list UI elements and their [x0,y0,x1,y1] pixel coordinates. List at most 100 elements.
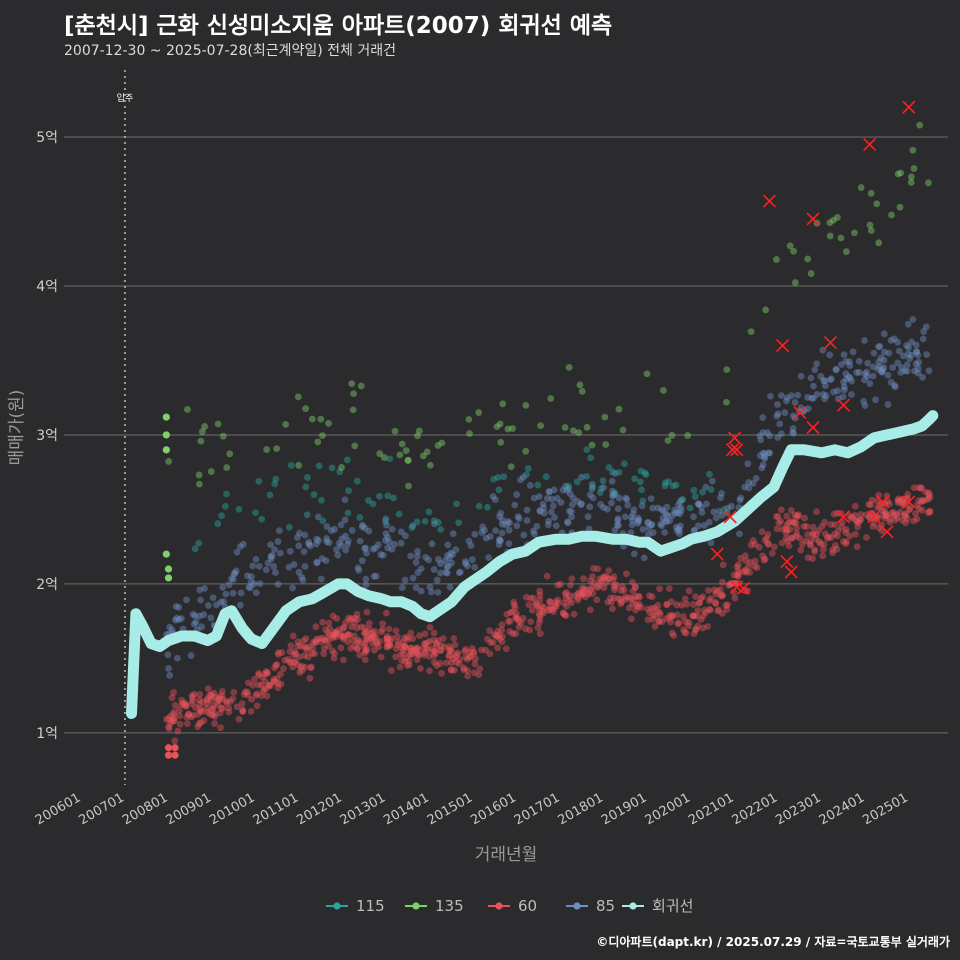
point-115 [573,478,581,486]
point-60 [176,706,183,714]
point-60 [680,613,687,620]
point-85 [657,520,665,528]
point-85 [465,537,473,545]
point-60 [210,689,218,697]
point-85 [741,483,749,491]
point-85 [903,367,911,375]
point-60 [262,668,270,675]
point-60 [406,644,414,652]
point-85 [776,420,784,428]
point-60 [706,605,713,613]
point-60 [249,681,257,689]
point-60 [307,663,315,671]
point-60 [443,659,450,667]
point-60 [204,685,212,693]
point-85 [609,492,616,500]
point-60 [319,618,327,626]
point-60 [451,666,458,674]
point-85 [342,532,349,540]
point-60 [536,615,544,623]
point-135 [493,423,501,431]
point-60 [663,601,671,609]
point-85 [914,365,922,372]
point-115 [218,512,226,520]
point-60 [673,601,681,609]
point-115 [641,469,649,477]
point-85 [608,499,615,507]
point-85 [920,328,928,335]
point-85 [177,615,185,622]
point-60 [583,586,590,593]
point-85 [498,529,506,537]
point-115 [524,465,532,472]
point-85 [201,584,208,592]
point-85 [663,503,671,511]
point-85 [428,540,436,548]
point-60 [725,582,733,589]
legend-label: 115 [356,897,385,915]
point-60 [217,704,225,712]
point-60 [912,510,919,518]
point-85 [919,373,926,381]
point-60 [788,534,796,542]
point-60 [218,691,226,699]
point-60 [510,601,518,609]
point-135 [317,415,325,423]
point-85 [783,394,791,402]
point-85 [372,572,380,580]
point-115 [434,518,442,526]
point-60 [464,672,472,680]
point-60 [787,507,795,514]
point-60 [223,697,231,705]
point-60 [426,637,433,645]
point-85 [614,505,622,513]
point-60 [579,588,587,596]
point-60 [691,612,698,620]
point-85 [674,509,682,517]
point-60 [494,644,501,652]
point-60 [399,646,407,654]
point-85 [231,569,239,577]
point-85 [842,357,850,365]
point-135 [615,405,623,413]
point-60 [730,588,738,596]
point-60 [667,618,675,626]
point-60 [707,595,715,603]
point-115 [691,493,699,501]
point-60 [785,542,793,550]
series-60 [163,484,934,745]
point-60 [685,622,692,630]
point-135 [357,382,365,390]
point-60 [170,710,178,718]
point-60 [270,676,278,683]
point-60 [570,610,578,618]
point-85 [365,527,373,535]
point-85 [553,495,561,502]
point-60 [302,644,310,652]
highlight-marker [730,443,744,457]
point-85 [908,351,915,359]
point-115 [534,481,542,489]
point-60 [783,526,791,534]
point-60 [543,572,551,580]
point-85 [756,432,764,440]
point-60 [194,710,202,718]
x-tick-label: 201701 [512,790,562,828]
point-60 [383,639,391,647]
point-60 [809,555,816,562]
point-60 [206,710,214,718]
point-85 [846,374,854,382]
point-60 [394,641,402,649]
point-60 [300,652,308,660]
point-85 [219,583,227,591]
point-85 [638,502,646,510]
x-tick-label: 202201 [730,790,780,828]
point-60 [183,713,191,721]
point-85 [875,343,882,351]
point-85 [737,494,745,502]
point-60 [405,657,413,665]
point-60 [512,614,520,622]
point-60 [893,514,901,522]
y-tick-label: 1억 [36,726,58,742]
point-60 [515,623,523,631]
